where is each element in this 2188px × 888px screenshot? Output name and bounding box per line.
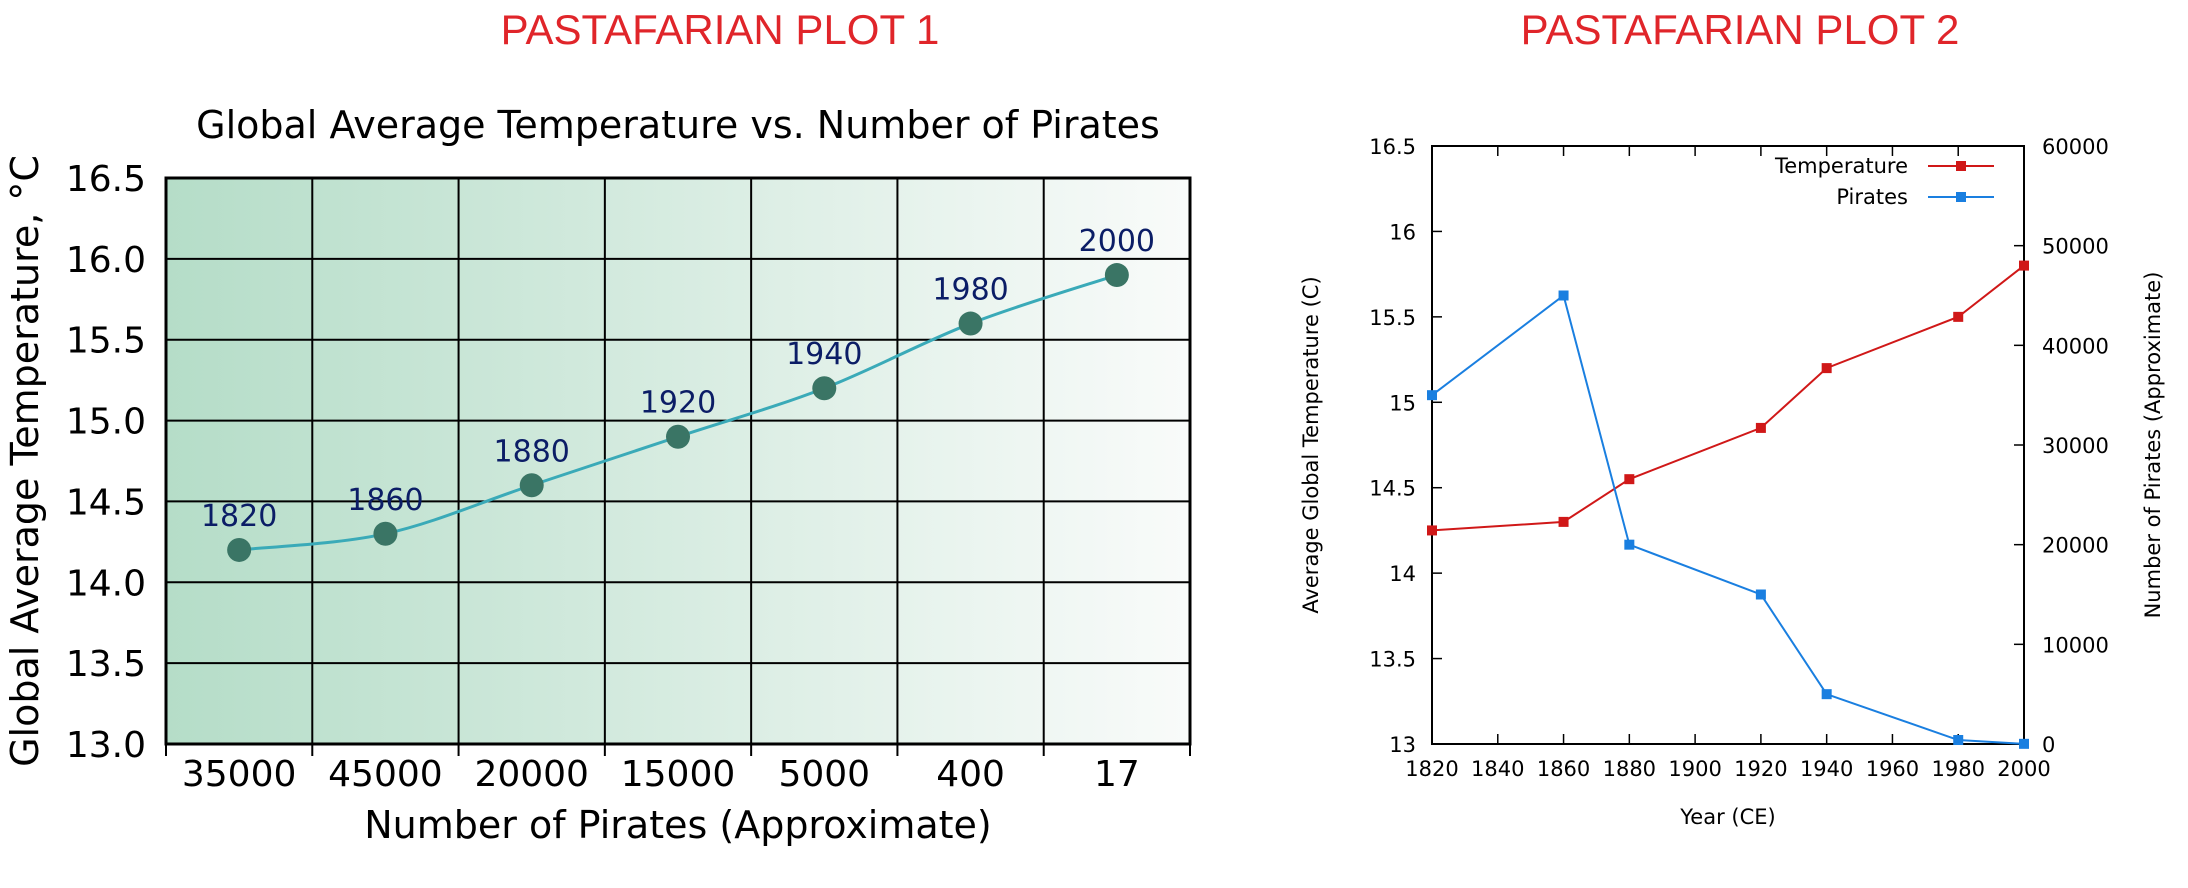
legend-label: Pirates	[1836, 185, 1908, 209]
x-tick-label: 2000	[1997, 757, 2050, 781]
series-line-pirates	[1431, 293, 2025, 745]
data-point-pirates	[1953, 735, 1964, 746]
plot-1-heading: PASTAFARIAN PLOT 1	[500, 6, 940, 53]
x-tick-label: 15000	[621, 754, 736, 795]
legend-label: Temperature	[1774, 154, 1908, 178]
x-axis-label: Year (CE)	[1679, 805, 1775, 829]
x-axis-label: Number of Pirates (Approximate)	[364, 803, 992, 847]
x-tick-label: 17	[1094, 754, 1140, 795]
x-tick-label: 1940	[1800, 757, 1853, 781]
data-point-temperature	[1821, 363, 1832, 374]
data-point-temperature	[2019, 260, 2029, 271]
data-point-temperature	[1953, 311, 1964, 322]
data-point-pirates	[1558, 290, 1569, 301]
y2-tick-label: 20000	[2042, 534, 2109, 558]
y-tick-label: 13.5	[66, 644, 146, 685]
data-point-pirates	[1755, 589, 1766, 600]
data-point-temperature	[1558, 516, 1569, 527]
data-point	[519, 473, 544, 498]
y-tick-label: 14	[1389, 562, 1416, 586]
y2-tick-label: 30000	[2042, 434, 2109, 458]
x-tick-label: 1900	[1668, 757, 1721, 781]
y-tick-label: 14.5	[1369, 477, 1416, 501]
data-label: 1860	[347, 483, 423, 518]
x-tick-label: 20000	[474, 754, 589, 795]
x-tick-label: 1980	[1931, 757, 1984, 781]
y-tick-label: 13	[1389, 733, 1416, 757]
y2-tick-label: 40000	[2042, 334, 2109, 358]
y-axis-label: Global Average Temperature, °C	[3, 155, 47, 767]
legend-swatch-marker	[1956, 192, 1966, 202]
plot-area	[166, 178, 1190, 744]
plot-2-heading: PASTAFARIAN PLOT 2	[1520, 6, 1960, 53]
data-point-pirates	[1821, 689, 1832, 700]
x-tick-label: 1820	[1405, 757, 1458, 781]
data-point-pirates	[1427, 390, 1437, 401]
x-tick-label: 45000	[328, 754, 443, 795]
x-tick-label: 1960	[1866, 757, 1919, 781]
x-tick-label: 1880	[1603, 757, 1656, 781]
y-tick-label: 14.0	[66, 563, 146, 604]
y-tick-label: 16.0	[66, 240, 146, 281]
data-point	[373, 521, 398, 546]
data-label: 1920	[640, 386, 716, 421]
x-tick-label: 5000	[778, 754, 870, 795]
x-tick-label: 1920	[1734, 757, 1787, 781]
data-label: 1980	[932, 273, 1008, 308]
data-label: 2000	[1079, 224, 1155, 259]
data-point	[958, 311, 983, 336]
y-tick-label: 13.5	[1369, 648, 1416, 672]
x-tick-label: 1860	[1537, 757, 1590, 781]
data-point	[227, 537, 252, 562]
data-point-pirates	[2019, 738, 2029, 749]
y-tick-label: 13.0	[66, 725, 146, 766]
y2-tick-label: 0	[2042, 733, 2055, 757]
data-point	[1104, 263, 1129, 288]
x-tick-label: 400	[936, 754, 1005, 795]
data-point	[666, 424, 690, 449]
chart-title: Global Average Temperature vs. Number of…	[196, 103, 1160, 147]
legend-swatch-marker	[1956, 161, 1966, 171]
data-point	[812, 376, 837, 401]
y-axis-label: Average Global Temperature (C)	[1299, 276, 1323, 613]
y-tick-label: 15.5	[1369, 306, 1416, 330]
plot-frame	[164, 176, 1192, 746]
plot-frame	[1431, 145, 2025, 745]
data-point-temperature	[1427, 525, 1437, 536]
data-point-temperature	[1755, 422, 1766, 433]
y-tick-label: 16.5	[66, 159, 146, 200]
x-tick-label: 1840	[1471, 757, 1524, 781]
data-label: 1940	[786, 337, 862, 372]
x-tick-label: 35000	[182, 754, 297, 795]
y2-axis-label: Number of Pirates (Approximate)	[2141, 272, 2165, 619]
y2-tick-label: 60000	[2042, 135, 2109, 159]
data-label: 1880	[494, 434, 570, 469]
data-point-pirates	[1624, 539, 1635, 550]
chart-1: 13.0 13.5 14.0 14.5 15.0 15.5 16.0 16.5 35000 450…	[3, 103, 1192, 847]
y-tick-label: 16.5	[1369, 135, 1416, 159]
y-tick-label: 15.5	[66, 321, 146, 362]
y-tick-label: 16	[1389, 220, 1416, 244]
y-tick-label: 14.5	[66, 482, 146, 523]
y-tick-label: 15.0	[66, 402, 146, 443]
y2-tick-label: 10000	[2042, 633, 2109, 657]
y-tick-label: 15	[1389, 391, 1416, 415]
data-label: 1820	[201, 499, 277, 534]
series-line-temperature	[1431, 264, 2025, 532]
y2-tick-label: 50000	[2042, 235, 2109, 259]
data-point-temperature	[1624, 474, 1635, 485]
